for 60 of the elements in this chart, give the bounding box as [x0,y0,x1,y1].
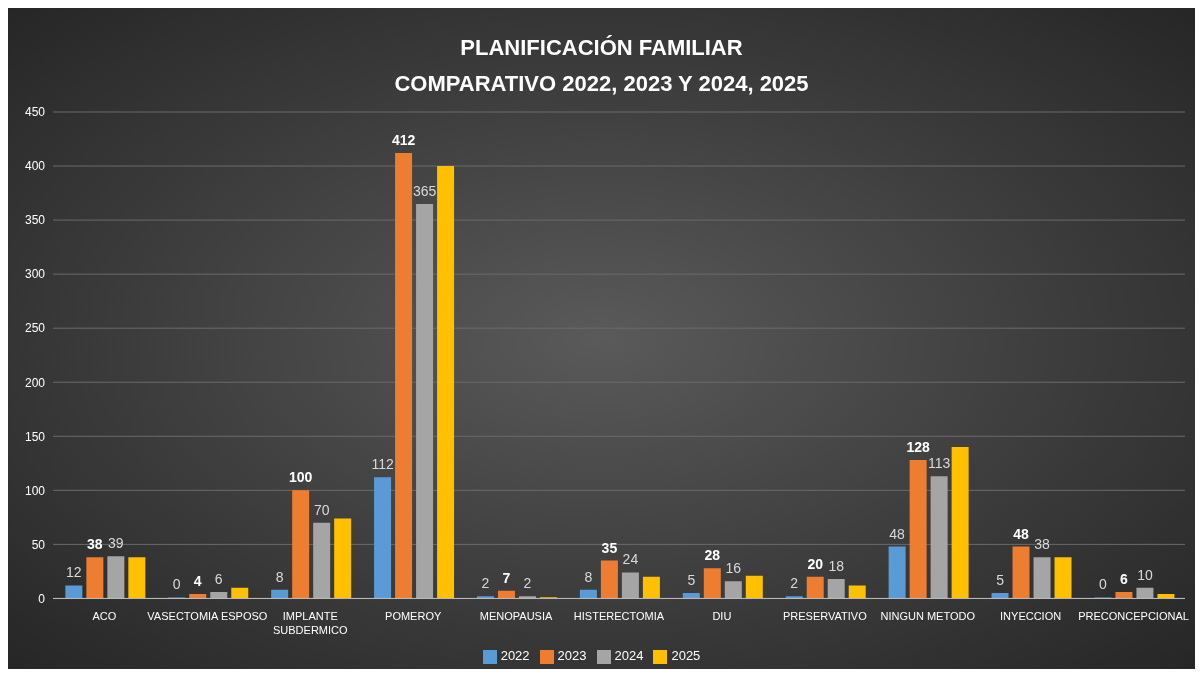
x-tick-label: HISTERECTOMIA [573,610,665,623]
data-label: 18 [828,557,845,574]
data-label: 8 [275,568,284,585]
x-tick-label: PRECONCEPCIONAL [1078,610,1189,623]
x-tick-label: DIU [712,610,732,623]
x-tick-label: NINGUN METODO [880,610,976,623]
data-label: 12 [66,564,82,581]
data-label: 28 [704,547,721,564]
data-label: 6 [1120,570,1129,587]
data-label: 70 [313,501,330,518]
data-label: 2 [523,575,532,592]
data-label: 7 [502,569,511,586]
data-label: 38 [1034,536,1051,553]
data-label: 128 [906,439,931,456]
data-label: 48 [889,525,906,542]
data-label: 5 [996,572,1005,589]
y-tick-label: 450 [24,105,46,120]
y-tick-label: 100 [24,483,46,498]
data-label: 24 [622,551,639,568]
y-tick-label: 150 [24,429,46,444]
data-label: 100 [288,469,313,486]
data-label: 0 [172,576,181,593]
x-tick-label: PRESERVATIVO [782,610,868,623]
y-tick-label: 200 [24,375,46,390]
data-label: 365 [412,182,437,199]
y-tick-label: 250 [24,321,46,336]
data-label: 0 [1099,576,1108,593]
x-tick-label: INYECCION [1000,610,1062,623]
x-tick-label: VASECTOMIA ESPOSO [147,610,268,623]
data-label: 5 [687,572,696,589]
y-tick-label: 400 [24,159,46,174]
x-tick-label: MENOPAUSIA [479,610,554,623]
data-label: 2 [790,575,799,592]
data-label: 2 [481,575,490,592]
legend-label: 2023 [557,648,587,664]
data-label: 38 [87,536,103,553]
x-tick-label: POMEROY [385,610,442,623]
data-label: 8 [584,568,593,585]
y-tick-label: 50 [31,537,46,552]
y-tick-label: 350 [24,213,46,228]
data-label: 20 [807,555,824,572]
data-label: 113 [927,455,951,472]
y-tick-label: 0 [38,591,46,606]
x-tick-label: IMPLANTE SUBDERMICO [272,610,348,637]
chart-subtitle: COMPARATIVO 2022, 2023 Y 2024, 2025 [393,70,810,98]
legend-label: 2024 [614,648,644,664]
data-label: 4 [193,573,202,590]
data-label: 16 [725,560,742,577]
data-label: 412 [391,132,416,149]
x-tick-label: ACO [92,610,117,623]
data-label: 112 [371,456,394,473]
chart-title: PLANIFICACIÓN FAMILIAR [459,34,744,62]
data-label: 6 [214,570,223,587]
data-label: 48 [1013,525,1030,542]
legend-label: 2022 [500,648,530,664]
legend-label: 2025 [671,648,701,664]
y-tick-label: 300 [24,267,46,282]
data-label: 10 [1137,566,1153,583]
data-label: 35 [601,539,618,556]
data-label: 39 [108,535,124,552]
